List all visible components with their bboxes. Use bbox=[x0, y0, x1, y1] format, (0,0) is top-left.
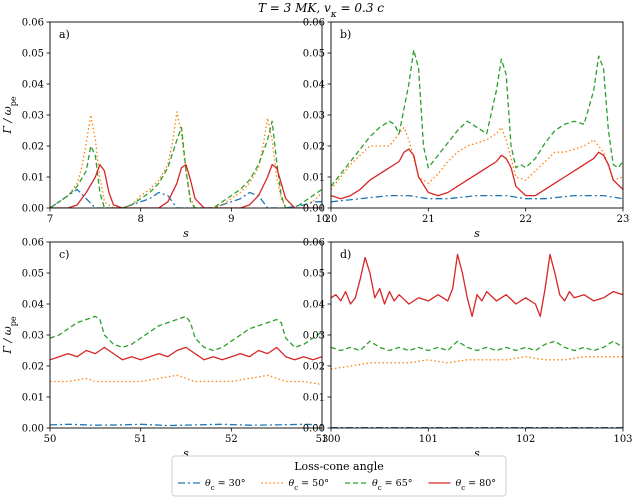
plot-frame bbox=[49, 21, 323, 209]
y-tick-label: 0.00 bbox=[303, 424, 325, 435]
x-tick-label: 7 bbox=[47, 214, 53, 225]
y-tick-label: 0.02 bbox=[303, 362, 325, 373]
y-tick-label: 0.04 bbox=[22, 80, 44, 91]
y-tick-label: 0.01 bbox=[303, 173, 325, 184]
x-tick-label: 23 bbox=[617, 214, 630, 225]
y-tick-label: 0.06 bbox=[22, 238, 44, 249]
y-tick-label: 0.00 bbox=[303, 204, 325, 215]
x-tick-label: 21 bbox=[422, 214, 435, 225]
legend-entry-label: θc = 50° bbox=[289, 478, 330, 492]
y-tick-label: 0.05 bbox=[22, 49, 44, 60]
y-tick-label: 0.03 bbox=[303, 331, 325, 342]
legend-entry-label: θc = 65° bbox=[372, 478, 413, 492]
legend-box bbox=[171, 455, 507, 497]
series-line-50deg bbox=[50, 374, 322, 386]
series-line-80deg bbox=[50, 163, 322, 208]
y-tick-label: 0.03 bbox=[22, 331, 44, 342]
x-axis-label: s bbox=[183, 447, 189, 460]
panel-tag: d) bbox=[340, 248, 351, 261]
plot-frame bbox=[330, 21, 624, 209]
series-line-50deg bbox=[331, 126, 623, 190]
x-axis-label: s bbox=[474, 227, 480, 240]
y-tick-label: 0.02 bbox=[22, 142, 44, 153]
y-tick-label: 0.04 bbox=[303, 300, 325, 311]
series-line-80deg bbox=[331, 148, 623, 200]
y-tick-label: 0.05 bbox=[22, 269, 44, 280]
series-line-65deg bbox=[331, 340, 623, 352]
x-tick-label: 53 bbox=[316, 434, 329, 445]
series-line-65deg bbox=[50, 120, 322, 208]
panel-b: 20 21 22 23 0.00 0.01 0.02 0.03 0.04 0.05 0.06 s b) bbox=[303, 18, 630, 241]
x-tick-label: 100 bbox=[321, 434, 340, 445]
y-tick-label: 0.05 bbox=[303, 49, 325, 60]
x-tick-label: 103 bbox=[613, 434, 632, 445]
x-axis-label: s bbox=[183, 227, 189, 240]
x-tick-label: 9 bbox=[228, 214, 234, 225]
figure-title: T = 3 MK, vκ = 0.3 c bbox=[258, 1, 384, 20]
plot-frame bbox=[49, 241, 323, 429]
legend-title: Loss-cone angle bbox=[294, 460, 384, 473]
x-tick-label: 51 bbox=[134, 434, 147, 445]
legend-entry-label: θc = 80° bbox=[456, 478, 497, 492]
y-tick-label: 0.01 bbox=[22, 393, 44, 404]
x-tick-label: 20 bbox=[325, 214, 338, 225]
y-tick-label: 0.05 bbox=[303, 269, 325, 280]
x-tick-label: 52 bbox=[225, 434, 238, 445]
series-line-30deg bbox=[331, 194, 623, 203]
x-tick-label: 102 bbox=[516, 434, 535, 445]
x-tick-label: 101 bbox=[419, 434, 438, 445]
y-tick-label: 0.01 bbox=[22, 173, 44, 184]
legend: Loss-cone angle θc = 30° θc = 50° θc = 65° θ… bbox=[171, 455, 507, 497]
series-line-50deg bbox=[331, 356, 623, 370]
series-line-80deg bbox=[50, 346, 322, 361]
panel-d: 100 101 102 103 0.00 0.01 0.02 0.03 0.04 0.05 0.06… bbox=[303, 238, 633, 461]
x-axis-label: s bbox=[474, 447, 480, 460]
series-line-30deg bbox=[50, 423, 322, 427]
y-tick-label: 0.06 bbox=[303, 238, 325, 249]
y-tick-label: 0.04 bbox=[303, 80, 325, 91]
y-tick-label: 0.06 bbox=[22, 18, 44, 29]
series-line-65deg bbox=[50, 315, 322, 352]
y-tick-label: 0.03 bbox=[22, 111, 44, 122]
y-tick-label: 0.00 bbox=[22, 204, 44, 215]
y-tick-label: 0.06 bbox=[303, 18, 325, 29]
y-tick-label: 0.02 bbox=[303, 142, 325, 153]
series-line-65deg bbox=[331, 49, 623, 187]
panel-tag: a) bbox=[59, 28, 70, 41]
x-tick-label: 10 bbox=[316, 214, 329, 225]
x-tick-label: 22 bbox=[519, 214, 532, 225]
plot-frame bbox=[330, 241, 624, 429]
panel-tag: b) bbox=[340, 28, 351, 41]
x-tick-label: 50 bbox=[44, 434, 57, 445]
y-tick-label: 0.01 bbox=[303, 393, 325, 404]
x-tick-label: 8 bbox=[137, 214, 143, 225]
y-tick-label: 0.00 bbox=[22, 424, 44, 435]
legend-entry-label: θc = 30° bbox=[205, 478, 246, 492]
y-tick-label: 0.03 bbox=[303, 111, 325, 122]
y-tick-label: 0.02 bbox=[22, 362, 44, 373]
panel-tag: c) bbox=[59, 248, 69, 261]
y-axis-label: Γ / ωpe bbox=[1, 316, 18, 354]
series-line-80deg bbox=[331, 253, 623, 318]
y-tick-label: 0.04 bbox=[22, 300, 44, 311]
y-axis-label: Γ / ωpe bbox=[1, 96, 18, 134]
